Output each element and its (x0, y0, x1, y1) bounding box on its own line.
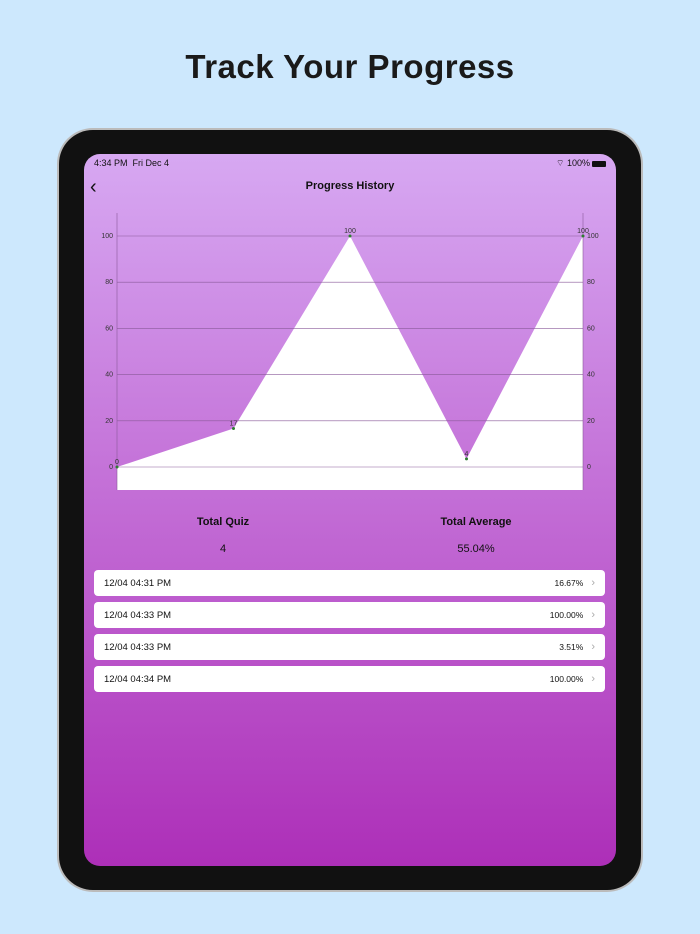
total-average-value: 55.04% (457, 543, 495, 555)
history-score: 3.51% (559, 642, 584, 652)
area-fill (117, 236, 583, 490)
y-tick-right: 80 (587, 279, 595, 286)
y-tick-right: 0 (587, 464, 591, 471)
headline: Track Your Progress (185, 48, 515, 85)
history-row[interactable]: 12/04 04:34 PM 100.00% › (94, 666, 605, 692)
history-row[interactable]: 12/04 04:31 PM 16.67% › (94, 570, 605, 596)
y-tick-left: 40 (105, 372, 113, 379)
y-tick-left: 80 (105, 279, 113, 286)
history-row[interactable]: 12/04 04:33 PM 100.00% › (94, 602, 605, 628)
total-quiz-label: Total Quiz (196, 516, 250, 528)
data-point (115, 465, 119, 469)
data-point (465, 457, 468, 461)
y-tick-right: 40 (587, 372, 595, 379)
history-date: 12/04 04:31 PM (104, 577, 172, 589)
data-point (348, 234, 352, 238)
history-date: 12/04 04:34 PM (104, 673, 172, 685)
history-row[interactable]: 12/04 04:33 PM 3.51% › (94, 634, 605, 660)
history-date: 12/04 04:33 PM (104, 609, 172, 621)
history-date: 12/04 04:33 PM (104, 641, 172, 653)
data-label: 100 (577, 228, 589, 235)
data-label: 4 (465, 451, 469, 458)
total-average-label: Total Average (440, 516, 512, 528)
history-score: 100.00% (549, 610, 584, 620)
y-tick-right: 20 (587, 418, 595, 425)
wifi-icon: ⌔ (555, 158, 565, 168)
app-screen: 4:34 PM Fri Dec 4 ⌔ 100% ‹ Progress Hist… (84, 154, 616, 866)
status-bar: 4:34 PM Fri Dec 4 ⌔ 100% (94, 158, 606, 169)
status-date: Fri Dec 4 (132, 158, 170, 168)
total-quiz-value: 4 (219, 543, 227, 555)
y-tick-left: 100 (101, 233, 113, 240)
data-label: 0 (115, 459, 119, 466)
history-score: 16.67% (554, 578, 584, 588)
battery-label: 100% (566, 158, 590, 168)
y-tick-right: 100 (587, 233, 599, 240)
history-score: 100.00% (549, 674, 584, 684)
chevron-right-icon: › (591, 609, 595, 621)
back-button[interactable]: ‹ (90, 176, 97, 198)
y-tick-right: 60 (587, 325, 595, 332)
data-label: 17 (230, 420, 238, 427)
battery-icon (592, 160, 606, 167)
y-tick-left: 20 (105, 418, 113, 425)
data-point (232, 426, 235, 430)
chevron-right-icon: › (591, 673, 595, 685)
data-point (581, 234, 585, 238)
page-title: Progress History (305, 180, 395, 192)
y-tick-left: 0 (109, 464, 113, 471)
chevron-right-icon: › (591, 641, 595, 653)
data-label: 100 (344, 228, 356, 235)
status-time: 4:34 PM (94, 158, 128, 168)
y-tick-left: 60 (105, 325, 113, 332)
chevron-right-icon: › (591, 577, 595, 589)
